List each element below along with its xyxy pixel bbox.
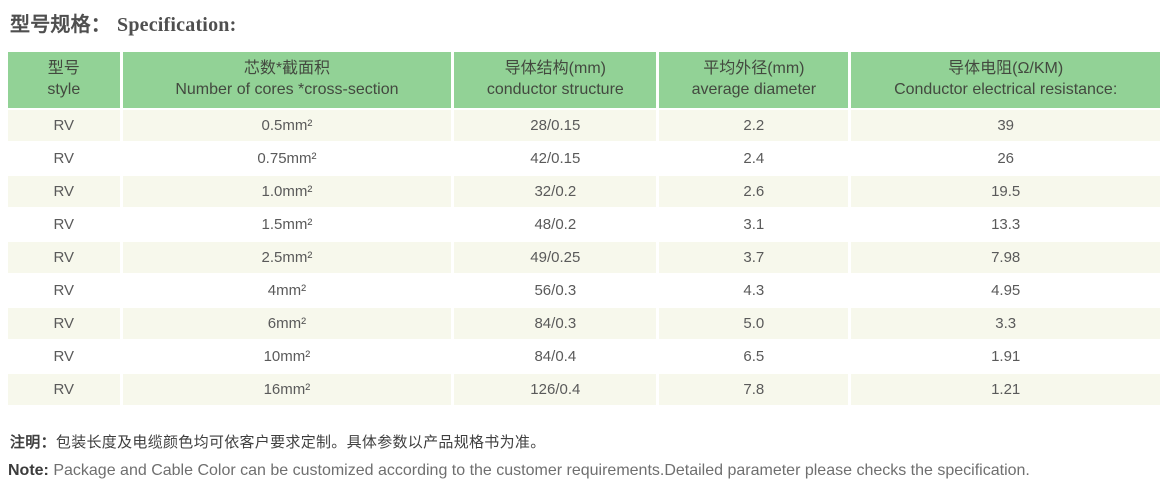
table-cell: 0.75mm² [122, 143, 452, 174]
header-cell-style: 型号 style [8, 52, 120, 108]
header-label-cn: 型号 [47, 60, 80, 78]
header-cell-average-diameter: 平均外径(mm) average diameter [659, 52, 849, 108]
table-row: RV 0.5mm² 28/0.15 2.2 39 [8, 110, 1160, 141]
table-cell: 4.3 [659, 275, 849, 306]
table-cell: 16mm² [122, 374, 452, 405]
table-row: RV 1.0mm² 32/0.2 2.6 19.5 [8, 176, 1160, 207]
table-cell: RV [8, 209, 120, 240]
header-label-cn: 平均外径(mm) [703, 60, 805, 78]
table-cell: 39 [851, 110, 1160, 141]
table-cell: 1.5mm² [122, 209, 452, 240]
table-cell: RV [8, 275, 120, 306]
table-cell: 26 [851, 143, 1160, 174]
note-chinese-label: 注明： [10, 434, 56, 451]
header-row: 型号 style 芯数*截面积 Number of cores *cross-s… [8, 52, 1160, 108]
table-cell: 6.5 [659, 341, 849, 372]
table-cell: RV [8, 308, 120, 339]
header-label-en: Conductor electrical resistance: [894, 81, 1118, 98]
table-cell: 48/0.2 [454, 209, 657, 240]
header-label-en: Number of cores *cross-section [175, 81, 399, 98]
table-cell: 2.2 [659, 110, 849, 141]
table-row: RV 0.75mm² 42/0.15 2.4 26 [8, 143, 1160, 174]
table-cell: 84/0.3 [454, 308, 657, 339]
table-cell: RV [8, 374, 120, 405]
table-cell: RV [8, 110, 120, 141]
table-cell: 4.95 [851, 275, 1160, 306]
table-cell: 10mm² [122, 341, 452, 372]
table-cell: 7.98 [851, 242, 1160, 273]
spec-table-body: RV 0.5mm² 28/0.15 2.2 39 RV 0.75mm² 42/0.15 2.4 2… [8, 110, 1160, 405]
table-cell: 1.0mm² [122, 176, 452, 207]
header-cell-cross-section: 芯数*截面积 Number of cores *cross-section [122, 52, 452, 108]
table-cell: RV [8, 143, 120, 174]
table-cell: 1.21 [851, 374, 1160, 405]
table-cell: 42/0.15 [454, 143, 657, 174]
header-label-en: average diameter [691, 81, 817, 98]
table-row: RV 4mm² 56/0.3 4.3 4.95 [8, 275, 1160, 306]
table-row: RV 6mm² 84/0.3 5.0 3.3 [8, 308, 1160, 339]
table-cell: 2.5mm² [122, 242, 452, 273]
spec-table: 型号 style 芯数*截面积 Number of cores *cross-s… [5, 50, 1163, 407]
table-cell: 1.91 [851, 341, 1160, 372]
header-cell-conductor-structure: 导体结构(mm) conductor structure [454, 52, 657, 108]
table-row: RV 1.5mm² 48/0.2 3.1 13.3 [8, 209, 1160, 240]
header-label-cn: 导体电阻(Ω/KM) [948, 60, 1064, 78]
table-cell: 2.6 [659, 176, 849, 207]
note-english-text: Package and Cable Color can be customize… [48, 462, 1030, 479]
note-chinese: 注明：包装长度及电缆颜色均可依客户要求定制。具体参数以产品规格书为准。 [10, 431, 546, 452]
table-cell: 32/0.2 [454, 176, 657, 207]
page-title: 型号规格： Specification: [10, 8, 236, 37]
header-label-cn: 导体结构(mm) [504, 60, 606, 78]
table-cell: 7.8 [659, 374, 849, 405]
table-cell: 28/0.15 [454, 110, 657, 141]
table-cell: 3.3 [851, 308, 1160, 339]
table-cell: 49/0.25 [454, 242, 657, 273]
table-cell: 13.3 [851, 209, 1160, 240]
table-row: RV 2.5mm² 49/0.25 3.7 7.98 [8, 242, 1160, 273]
table-cell: 56/0.3 [454, 275, 657, 306]
table-cell: RV [8, 176, 120, 207]
table-cell: 3.7 [659, 242, 849, 273]
table-cell: 19.5 [851, 176, 1160, 207]
header-cell-conductor-resistance: 导体电阻(Ω/KM) Conductor electrical resistan… [851, 52, 1160, 108]
table-cell: 4mm² [122, 275, 452, 306]
header-label-cn: 芯数*截面积 [243, 60, 331, 78]
note-english-label: Note: [8, 462, 49, 479]
table-row: RV 10mm² 84/0.4 6.5 1.91 [8, 341, 1160, 372]
table-cell: 6mm² [122, 308, 452, 339]
table-cell: 2.4 [659, 143, 849, 174]
note-english: Note: Package and Cable Color can be cus… [8, 462, 1030, 480]
table-cell: 126/0.4 [454, 374, 657, 405]
table-row: RV 16mm² 126/0.4 7.8 1.21 [8, 374, 1160, 405]
header-label-en: conductor structure [486, 81, 624, 98]
table-cell: 5.0 [659, 308, 849, 339]
page-title-cn: 型号规格： [10, 14, 111, 36]
table-cell: 3.1 [659, 209, 849, 240]
table-cell: RV [8, 341, 120, 372]
page-title-en: Specification: [117, 14, 237, 36]
table-cell: 84/0.4 [454, 341, 657, 372]
table-cell: RV [8, 242, 120, 273]
note-chinese-text: 包装长度及电缆颜色均可依客户要求定制。具体参数以产品规格书为准。 [55, 434, 546, 451]
table-cell: 0.5mm² [122, 110, 452, 141]
header-label-en: style [47, 81, 81, 98]
